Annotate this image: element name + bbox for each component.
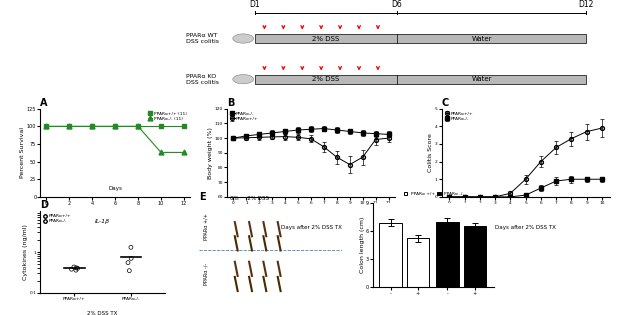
Legend: PPARα-/-, PPARα+/+: PPARα-/-, PPARα+/+ [230,111,259,122]
PPARα-/- (11) [88,124,96,128]
Text: Water: Water [471,76,492,82]
Text: A: A [40,98,48,108]
Text: PPARα KO
DSS colitis: PPARα KO DSS colitis [187,74,220,85]
Text: B: B [227,98,234,108]
Point [67,267,77,272]
Text: IL-1β: IL-1β [95,219,110,224]
PPARα+/+ (11) [65,124,73,128]
PPARα+/+ (11) [157,124,165,128]
Point [73,266,83,271]
Bar [463,226,486,287]
Point [69,265,79,270]
Bar [436,222,458,287]
Circle shape [233,34,254,43]
Y-axis label: Colon length (cm): Colon length (cm) [360,217,364,273]
Y-axis label: Colitis Score: Colitis Score [428,133,433,172]
Circle shape [233,75,254,84]
Text: Days after 2% DSS TX: Days after 2% DSS TX [495,225,556,230]
PPARα+/+ (11) [88,124,96,128]
Legend: PPARα+/+, PPARα-/-: PPARα+/+, PPARα-/- [43,213,72,224]
Text: D1: D1 [249,0,261,9]
Point [71,268,81,273]
PPARα-/- (11) [111,124,119,128]
Text: Days after 2% DSS TX: Days after 2% DSS TX [85,225,146,230]
PPARα-/- (11) [180,151,188,154]
PPARα+/+ (11) [111,124,119,128]
Text: 2% DSS TX: 2% DSS TX [88,311,118,315]
Y-axis label: Cytokines (ng/ml): Cytokines (ng/ml) [23,224,28,280]
Point [126,245,136,250]
Text: 2% DSS: 2% DSS [312,36,340,42]
PPARα-/- (11) [157,151,165,154]
Y-axis label: Body weight (%): Body weight (%) [208,127,213,179]
Legend: PPARα+/+ (11), PPARα-/- (11): PPARα+/+ (11), PPARα-/- (11) [147,111,187,122]
Bar [255,34,586,43]
Bar [379,223,402,287]
Text: Water: Water [471,36,492,42]
Line: PPARα+/+ (11): PPARα+/+ (11) [44,124,187,129]
Text: Days after 2% DSS TX: Days after 2% DSS TX [281,225,341,230]
Bar [407,238,429,287]
PPARα-/- (11) [42,124,50,128]
Text: D12: D12 [578,0,593,9]
Text: D6: D6 [391,0,402,9]
PPARα-/- (11) [65,124,73,128]
Text: PPARα -/-: PPARα -/- [203,263,209,285]
Point [123,260,133,265]
Text: 0%     2% DSS: 0% 2% DSS [230,196,269,201]
PPARα-/- (11) [134,124,142,128]
Line: PPARα-/- (11): PPARα-/- (11) [44,124,187,155]
PPARα+/+ (11) [42,124,50,128]
Legend: PPARα +/+, PPARα -/-: PPARα +/+, PPARα -/- [402,190,466,198]
PPARα+/+ (11) [134,124,142,128]
Text: C: C [442,98,449,108]
Text: D: D [40,200,49,210]
PPARα+/+ (11) [180,124,188,128]
Text: Days: Days [108,186,122,191]
Point [72,265,81,270]
Text: PPARα WT
DSS colitis: PPARα WT DSS colitis [187,33,220,44]
Text: 2% DSS: 2% DSS [312,76,340,82]
Text: PPARα +/+: PPARα +/+ [203,213,209,240]
Text: E: E [199,192,206,203]
Point [124,268,134,273]
Point [126,256,136,261]
Legend: PPARα+/+, PPARα-/-: PPARα+/+, PPARα-/- [444,111,474,122]
Y-axis label: Percent Survival: Percent Survival [21,127,26,178]
Bar [255,75,586,83]
